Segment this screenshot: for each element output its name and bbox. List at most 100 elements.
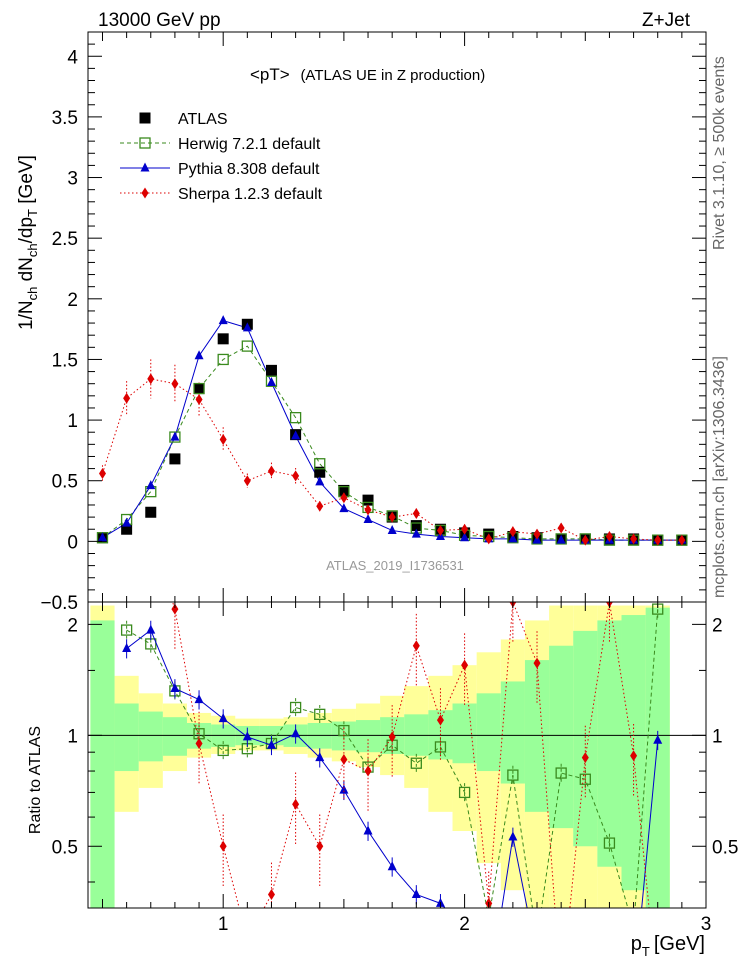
point-pythia	[508, 533, 518, 543]
point-pythia	[170, 431, 180, 441]
y-axis-label-ratio: Ratio to ATLAS	[27, 726, 44, 834]
ratio-point-sherpa	[244, 934, 251, 945]
ratio-point-herwig	[507, 769, 519, 781]
ratio-y-tick-label: 0.5	[52, 837, 78, 858]
legend-marker	[140, 162, 150, 172]
point-atlas	[217, 333, 229, 345]
ratio-point-herwig	[217, 744, 229, 757]
x-axis-label-t: T	[642, 944, 650, 959]
ratio-point-pythia	[146, 624, 156, 634]
plot-title: <pT> (ATLAS UE in Z production)	[250, 65, 485, 84]
ratio-line-herwig	[126, 609, 659, 908]
point-pythia	[315, 476, 325, 486]
ratio-point-herwig	[532, 934, 542, 944]
point-atlas	[121, 523, 133, 535]
point-atlas	[410, 520, 422, 532]
ratio-point-herwig	[629, 923, 639, 933]
watermark: ATLAS_2019_I1736531	[326, 558, 464, 573]
ratio-data	[88, 508, 706, 961]
point-sherpa	[243, 475, 251, 487]
point-herwig	[289, 412, 302, 424]
point-pythia	[218, 315, 228, 325]
ratio-point-sherpa	[219, 840, 227, 852]
point-sherpa	[388, 511, 396, 523]
point-herwig	[193, 382, 205, 395]
ratio-point-sherpa	[436, 714, 444, 726]
point-sherpa	[412, 507, 420, 519]
ratio-point-pythia	[266, 739, 276, 749]
ratio-frame	[87, 601, 707, 909]
y-tick-label: 4	[67, 47, 78, 68]
point-sherpa	[581, 534, 589, 546]
y-tick-label: 0	[67, 532, 78, 553]
legend: ATLAS Herwig 7.2.1 default Pythia 8.308 de…	[120, 111, 323, 203]
header-right: Z+Jet	[642, 10, 691, 31]
main-data	[96, 315, 688, 546]
ratio-point-pythia	[315, 752, 325, 762]
point-pythia	[242, 322, 252, 332]
point-atlas	[265, 364, 277, 376]
band-inner	[138, 711, 163, 762]
band-inner	[524, 660, 550, 812]
x-tick-label: 1	[218, 914, 229, 935]
band-inner	[114, 703, 139, 772]
ratio-point-pythia	[218, 713, 228, 723]
y-tick-label: 2.5	[52, 229, 78, 250]
y-tick-label: 1	[67, 411, 78, 432]
legend-marker	[139, 112, 151, 124]
point-pythia	[363, 514, 373, 524]
ratio-point-pythia	[122, 643, 132, 653]
y-tick-label: 2	[67, 290, 78, 311]
ratio-point-sherpa	[412, 640, 420, 652]
ratio-point-sherpa	[340, 753, 348, 765]
point-atlas	[338, 484, 350, 496]
ratio-point-pythia	[242, 731, 252, 741]
ratio-point-pythia	[533, 952, 542, 961]
band-inner	[597, 620, 622, 867]
ratio-y-tick-label: 2	[67, 615, 78, 636]
x-axis-label-unit: [GeV]	[654, 933, 705, 955]
ratio-point-herwig	[314, 708, 326, 720]
ratio-point-herwig	[603, 837, 616, 849]
band-inner	[645, 607, 670, 908]
point-sherpa	[195, 393, 203, 405]
point-sherpa	[678, 534, 686, 546]
ratio-point-pythia	[387, 861, 397, 871]
point-herwig	[314, 458, 326, 470]
legend-label: Sherpa 1.2.3 default	[178, 186, 323, 203]
ratio-point-pythia	[508, 831, 518, 841]
ratio-point-herwig	[289, 701, 302, 714]
side-text-top: Rivet 3.1.10, ≥ 500k events	[711, 56, 728, 250]
ratio-point-sherpa	[388, 731, 396, 743]
band-inner	[307, 723, 332, 749]
ratio-y-tick-label: 1	[67, 726, 78, 747]
point-sherpa	[316, 500, 324, 512]
point-pythia	[194, 350, 204, 360]
ratio-point-herwig	[555, 767, 567, 779]
side-text-bottom: mcplots.cern.ch [arXiv:1306.3436]	[711, 356, 728, 598]
svg-text:1/Nch dNch/dpT [GeV]: 1/Nch dNch/dpT [GeV]	[16, 155, 40, 330]
point-atlas	[193, 383, 205, 395]
point-pythia	[122, 517, 132, 527]
band-inner	[549, 645, 574, 829]
point-sherpa	[292, 470, 300, 482]
ratio-point-sherpa	[171, 603, 179, 615]
band-inner	[452, 703, 477, 764]
ratio-point-sherpa	[123, 508, 130, 519]
ratio-point-sherpa	[533, 657, 541, 669]
point-sherpa	[340, 492, 348, 504]
x-axis-label: pT [GeV]	[631, 933, 705, 959]
band-inner	[573, 630, 598, 847]
legend-marker	[141, 187, 149, 199]
point-pythia	[291, 430, 301, 440]
point-herwig	[241, 340, 253, 352]
point-sherpa	[171, 378, 179, 390]
point-sherpa	[364, 504, 372, 516]
point-sherpa	[267, 465, 275, 477]
x-tick-label: 2	[459, 914, 470, 935]
point-sherpa	[654, 534, 662, 546]
ratio-point-sherpa	[195, 738, 203, 750]
legend-marker	[139, 137, 151, 149]
point-sherpa	[509, 526, 517, 538]
point-pythia	[266, 376, 276, 386]
